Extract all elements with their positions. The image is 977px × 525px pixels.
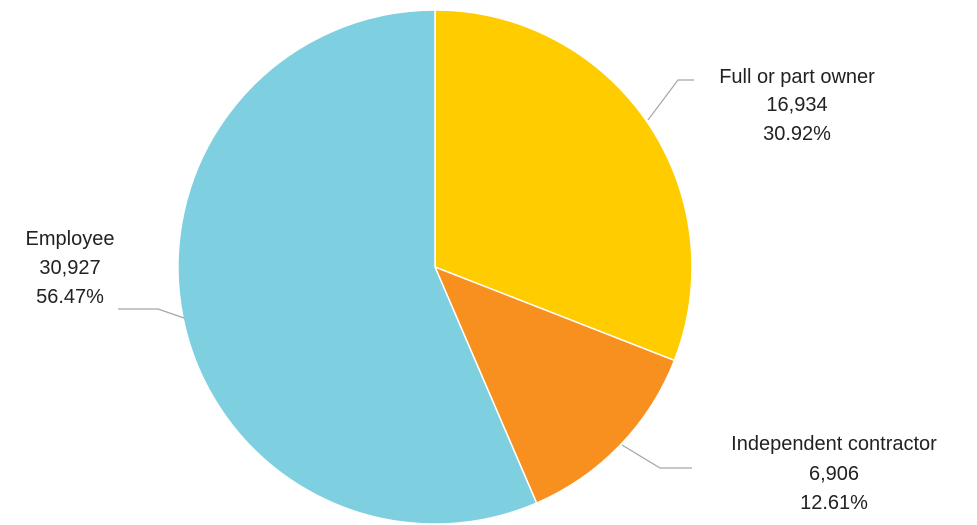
leader-independent-contractor — [621, 444, 692, 469]
slice-employee — [177, 9, 538, 525]
label-full-or-part-owner-value: 16,934 — [766, 94, 827, 116]
label-independent-contractor-percent: 12.61% — [800, 492, 868, 514]
slices-group — [177, 9, 693, 525]
label-independent-contractor-name: Independent contractor — [731, 433, 937, 455]
label-employee-percent: 56.47% — [36, 286, 104, 308]
label-independent-contractor: Independent contractor 6,906 12.61% — [731, 433, 937, 514]
label-employee-value: 30,927 — [39, 257, 100, 279]
leader-full-or-part-owner — [647, 79, 694, 121]
leader-lines-group — [118, 79, 694, 469]
label-full-or-part-owner: Full or part owner 16,934 30.92% — [719, 66, 875, 145]
label-full-or-part-owner-percent: 30.92% — [763, 123, 831, 145]
slice-full-or-part-owner — [434, 9, 693, 362]
label-independent-contractor-value: 6,906 — [809, 463, 859, 485]
label-employee-name: Employee — [26, 228, 115, 250]
slice-independent-contractor — [433, 265, 676, 505]
label-employee: Employee 30,927 56.47% — [26, 228, 115, 308]
leader-employee — [118, 308, 185, 319]
label-full-or-part-owner-name: Full or part owner — [719, 66, 875, 88]
